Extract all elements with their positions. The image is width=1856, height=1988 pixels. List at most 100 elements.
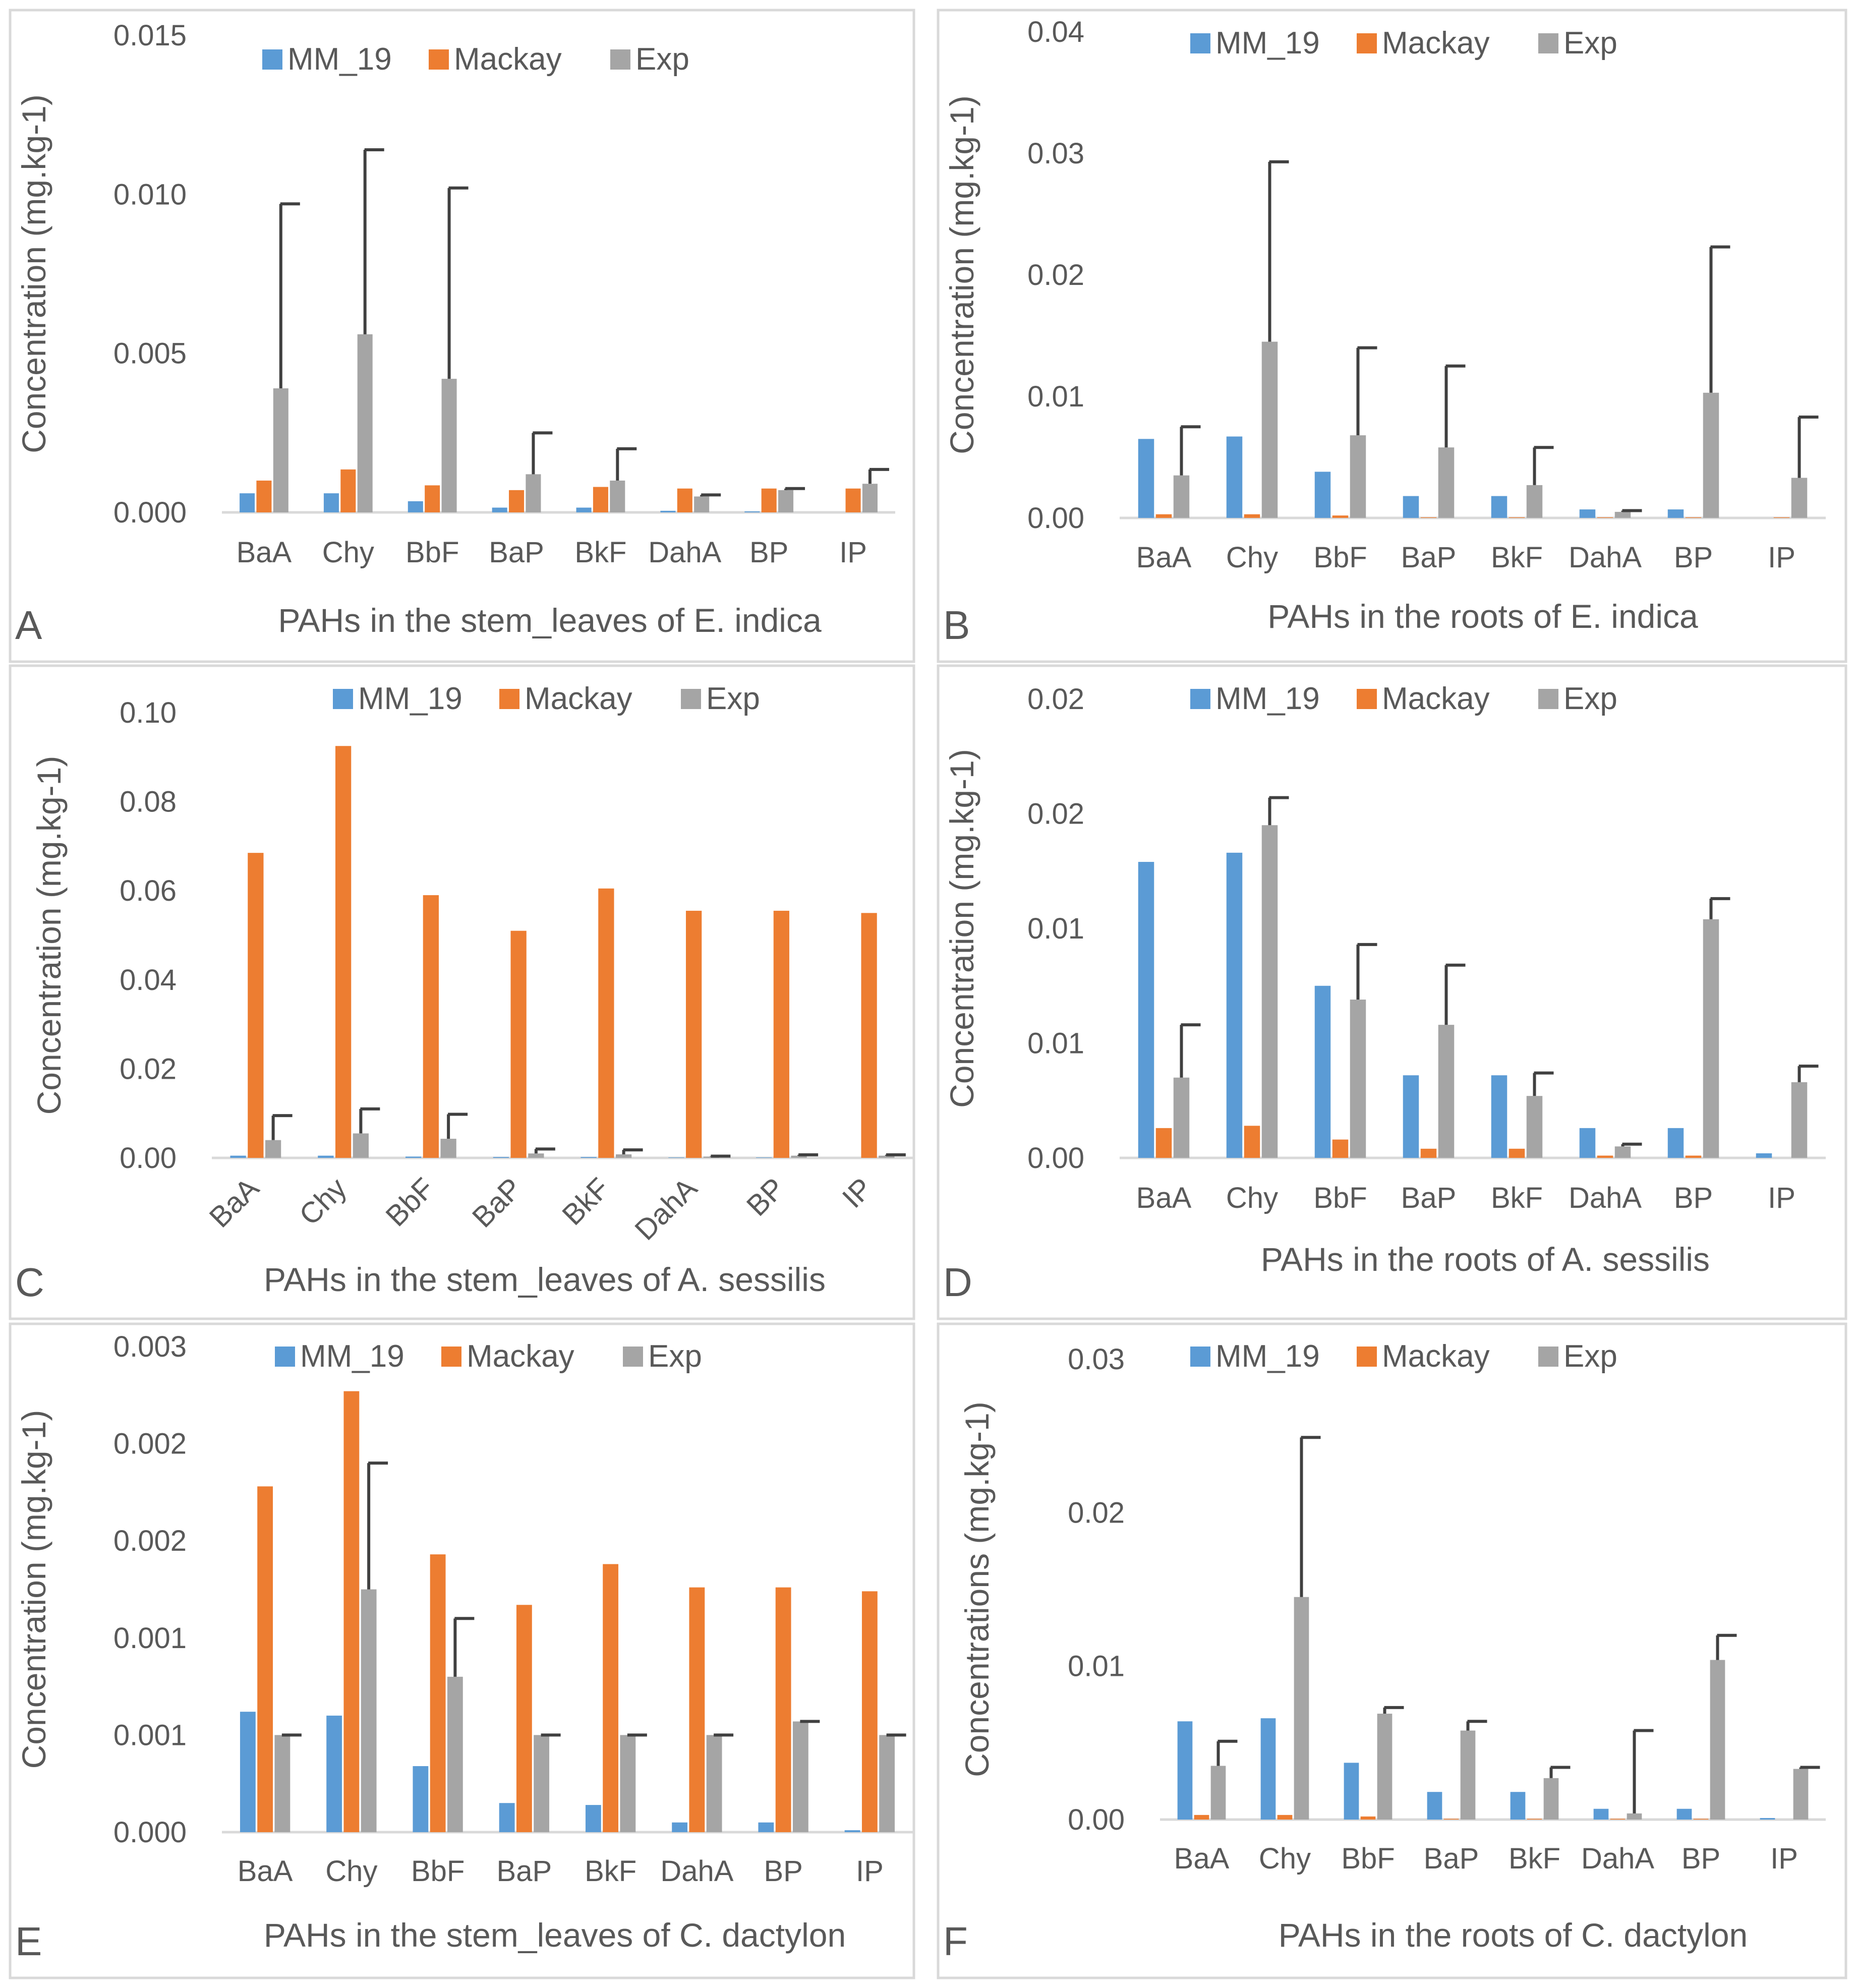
chart-panel-F: 0.00 0.01 0.02 0.03 BaA Chy BbF BaP BkF DahA BP IP C… xyxy=(937,1322,1847,1979)
bar-Mackay-BaA xyxy=(257,1486,273,1832)
y-tick-label: 0.003 xyxy=(113,1330,187,1363)
bar-Mackay-BaA xyxy=(1155,1128,1172,1158)
bar-Exp-BbF xyxy=(1377,1714,1393,1820)
panel-border xyxy=(9,664,915,1320)
bar-MM_19-BkF xyxy=(1491,1075,1507,1158)
bar-Mackay-BkF xyxy=(1527,1819,1542,1820)
bar-Mackay-IP xyxy=(1773,517,1790,518)
y-tick-label: 0.08 xyxy=(120,786,177,818)
bar-MM_19-Chy xyxy=(1260,1718,1276,1820)
bar-Mackay-BaP xyxy=(516,1605,532,1832)
x-tick-label: BbF xyxy=(411,1855,465,1888)
bar-Exp-BP xyxy=(792,1721,808,1832)
legend-swatch-Mackay xyxy=(499,689,519,709)
bar-Mackay-DahA xyxy=(1597,1155,1613,1158)
panel-letter: C xyxy=(15,1260,44,1305)
x-tick-label: BaA xyxy=(237,536,292,569)
bar-MM_19-BP xyxy=(758,1822,774,1832)
x-tick-label: BkF xyxy=(1491,1182,1543,1214)
chart-panel-A: 0.000 0.005 0.010 0.015 BaA Chy BbF BaP BkF DahA B… xyxy=(9,9,915,663)
y-tick-label: 0.04 xyxy=(1027,16,1084,48)
chart-panel-B: 0.00 0.01 0.02 0.03 0.04 BaA Chy BbF BaP BkF DahA B… xyxy=(937,9,1847,663)
x-tick-label: BkF xyxy=(1491,541,1543,574)
chart-panel-E: 0.000 0.001 0.001 0.002 0.002 0.003 BaA Chy BbF B… xyxy=(9,1322,915,1979)
bar-Exp-Chy xyxy=(1261,825,1278,1158)
bar-Exp-DahA xyxy=(694,496,710,512)
x-tick-label: Chy xyxy=(1226,1182,1278,1214)
y-axis-label: Concentration (mg.kg-1) xyxy=(15,1410,52,1769)
y-axis-label: Concentration (mg.kg-1) xyxy=(30,756,68,1115)
bar-MM_19-DahA xyxy=(1593,1808,1609,1820)
legend-label-Exp: Exp xyxy=(635,42,689,77)
y-tick-label: 0.02 xyxy=(1027,683,1084,716)
bar-MM_19-BbF xyxy=(1314,472,1331,518)
legend-swatch-MM_19 xyxy=(1190,33,1210,53)
bar-Exp-BaP xyxy=(1460,1730,1476,1820)
x-tick-label: Chy xyxy=(1226,541,1278,574)
bar-MM_19-Chy xyxy=(1226,852,1243,1158)
y-tick-label: 0.01 xyxy=(1027,1027,1084,1060)
bar-Mackay-BkF xyxy=(1509,517,1525,518)
bar-Exp-BkF xyxy=(1526,1096,1543,1158)
bar-Exp-Chy xyxy=(357,334,373,512)
legend-swatch-Mackay xyxy=(1357,689,1377,709)
bar-Mackay-BaA xyxy=(1155,514,1172,518)
x-tick-label: BaP xyxy=(497,1855,552,1888)
x-tick-label: BaA xyxy=(238,1855,293,1888)
bar-Mackay-BaP xyxy=(510,930,527,1158)
bar-Mackay-BbF xyxy=(1332,1139,1349,1158)
bar-Mackay-Chy xyxy=(1244,1126,1260,1158)
bar-MM_19-IP xyxy=(1760,1818,1775,1820)
bar-MM_19-BaA xyxy=(1177,1721,1193,1820)
bar-MM_19-BbF xyxy=(405,1156,422,1158)
legend-swatch-MM_19 xyxy=(275,1347,295,1367)
bar-MM_19-BbF xyxy=(1314,985,1331,1158)
y-tick-label: 0.00 xyxy=(1027,1142,1084,1175)
bar-Exp-BaA xyxy=(274,1735,291,1832)
legend-swatch-Exp xyxy=(1538,33,1558,53)
chart-panel-D: 0.00 0.01 0.01 0.02 0.02 BaA Chy BbF BaP BkF DahA B… xyxy=(937,664,1847,1320)
legend-label-Mackay: Mackay xyxy=(1382,26,1490,61)
bar-Exp-BaA xyxy=(1210,1766,1226,1820)
bar-Mackay-BkF xyxy=(1509,1148,1525,1158)
x-tick-label: BP xyxy=(1674,541,1713,574)
bar-Mackay-BkF xyxy=(598,888,614,1158)
x-tick-label: IP xyxy=(856,1855,884,1888)
bar-Mackay-BaA xyxy=(256,480,272,512)
legend-label-Mackay: Mackay xyxy=(454,42,562,77)
panel-letter: B xyxy=(943,603,970,648)
x-axis-label: PAHs in the stem_leaves of A. sessilis xyxy=(264,1261,826,1298)
legend-swatch-Exp xyxy=(681,689,701,709)
bar-MM_19-Chy xyxy=(318,1155,334,1158)
legend-label-Exp: Exp xyxy=(1563,1339,1617,1374)
bar-Mackay-BbF xyxy=(430,1554,446,1832)
bar-Mackay-DahA xyxy=(677,488,692,512)
bar-Exp-BbF xyxy=(440,1139,456,1158)
bar-Mackay-BaA xyxy=(248,853,264,1158)
bar-MM_19-BaA xyxy=(1138,439,1154,518)
x-tick-label: BbF xyxy=(405,536,459,569)
bar-Mackay-BkF xyxy=(603,1564,619,1832)
y-tick-label: 0.01 xyxy=(1027,912,1084,945)
bar-Mackay-DahA xyxy=(1597,517,1613,518)
y-tick-label: 0.00 xyxy=(120,1142,177,1175)
bar-MM_19-BkF xyxy=(1491,496,1507,518)
bar-Exp-BaA xyxy=(1173,475,1190,518)
legend-swatch-MM_19 xyxy=(1190,689,1210,709)
bar-Exp-IP xyxy=(1793,1769,1809,1820)
y-axis-label: Concentration (mg.kg-1) xyxy=(943,749,980,1108)
x-tick-label: DahA xyxy=(1581,1842,1654,1875)
x-tick-label: BP xyxy=(1681,1842,1720,1875)
bar-Exp-Chy xyxy=(1261,341,1278,518)
y-tick-label: 0.010 xyxy=(113,178,187,211)
y-tick-label: 0.10 xyxy=(120,696,177,729)
x-tick-label: BP xyxy=(749,536,788,569)
bar-Mackay-Chy xyxy=(340,469,356,512)
bar-Mackay-DahA xyxy=(685,910,702,1158)
legend-swatch-Exp xyxy=(1538,1347,1558,1367)
x-tick-label: IP xyxy=(1770,1842,1798,1875)
y-tick-label: 0.01 xyxy=(1068,1650,1125,1683)
bar-Exp-BkF xyxy=(1526,485,1543,518)
y-tick-label: 0.02 xyxy=(1068,1496,1125,1529)
